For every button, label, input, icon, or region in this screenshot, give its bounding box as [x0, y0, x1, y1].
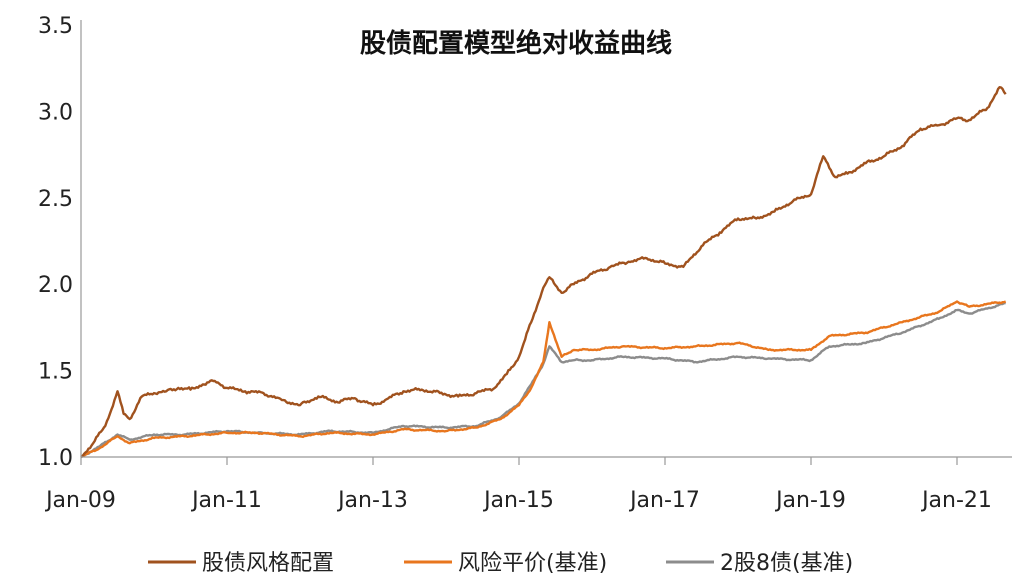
y-tick-label: 2.5: [38, 187, 73, 212]
y-tick-label: 1.0: [38, 446, 73, 471]
legend-label: 股债风格配置: [202, 551, 334, 576]
legend: 股债风格配置 风险平价(基准) 2股8债(基准): [148, 551, 853, 576]
x-tick-label: Jan-19: [774, 488, 846, 513]
legend-label: 风险平价(基准): [458, 551, 607, 576]
x-tick-label: Jan-13: [336, 488, 408, 513]
chart-title: 股债配置模型绝对收益曲线: [360, 28, 672, 59]
series-line-0: [80, 86, 1007, 459]
axes: 1.0 1.5 2.0 2.5 3.0 3.5 Jan-09 Jan-11 Jan-13 Jan-…: [38, 14, 1012, 513]
y-tick-label: 3.0: [38, 100, 73, 125]
x-tick-label: Jan-11: [190, 488, 262, 513]
x-tick-label: Jan-21: [920, 488, 992, 513]
y-tick-label: 1.5: [38, 360, 73, 385]
x-tick-label: Jan-09: [44, 488, 116, 513]
series-line-1: [80, 300, 1007, 459]
plot-lines: [80, 86, 1007, 459]
legend-label: 2股8债(基准): [720, 551, 853, 576]
x-tick-label: Jan-15: [482, 488, 554, 513]
y-tick-label: 3.5: [38, 14, 73, 39]
x-tick-label: Jan-17: [628, 488, 700, 513]
y-tick-label: 2.0: [38, 273, 73, 298]
